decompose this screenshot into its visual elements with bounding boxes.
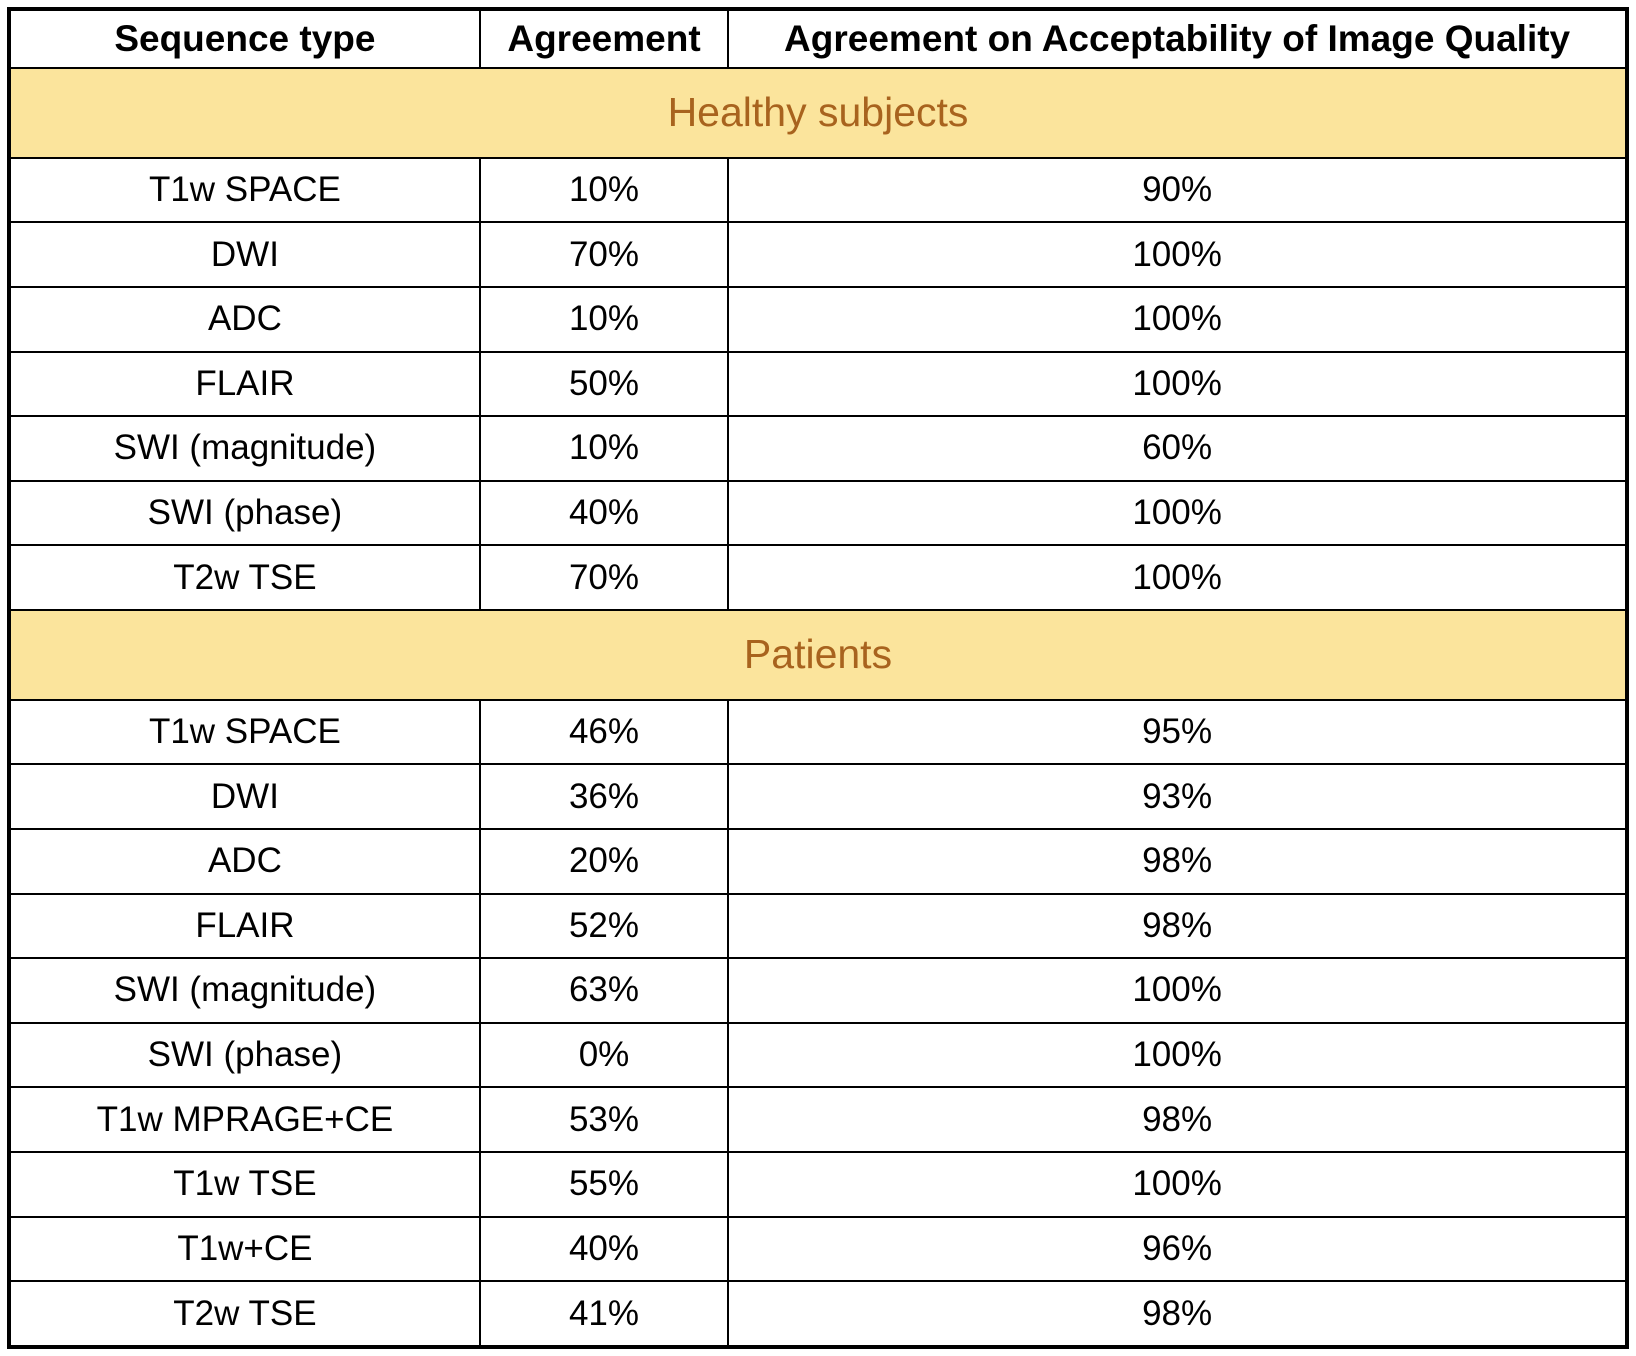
agreement-cell: 70%: [478, 221, 730, 288]
acceptability-cell: 100%: [727, 285, 1628, 353]
agreement-cell: 10%: [478, 285, 730, 353]
agreement-cell: 40%: [478, 1215, 730, 1283]
acceptability-cell: 100%: [727, 1021, 1628, 1089]
acceptability-cell: 90%: [727, 156, 1628, 224]
agreement-cell: 0%: [478, 1021, 730, 1089]
sequence-cell: FLAIR: [8, 350, 481, 418]
column-header-sequence-type: Sequence type: [8, 8, 481, 69]
acceptability-cell: 98%: [727, 1086, 1628, 1154]
acceptability-cell: 60%: [727, 415, 1628, 482]
agreement-cell: 46%: [478, 698, 730, 766]
section-header-healthy-subjects: Healthy subjects: [9, 67, 1627, 159]
acceptability-cell: 100%: [727, 544, 1628, 612]
agreement-cell: 70%: [478, 544, 730, 612]
agreement-cell: 55%: [478, 1151, 730, 1218]
agreement-cell: 53%: [478, 1086, 730, 1154]
sequence-cell: DWI: [8, 763, 481, 830]
sequence-cell: SWI (magnitude): [8, 957, 481, 1024]
agreement-cell: 52%: [478, 892, 730, 960]
table-row: FLAIR 52% 98%: [8, 892, 1628, 960]
acceptability-cell: 100%: [727, 1151, 1628, 1218]
table-row: T1w TSE 55% 100%: [8, 1151, 1628, 1218]
agreement-cell: 10%: [478, 415, 730, 482]
table-row: T2w TSE 41% 98%: [8, 1280, 1628, 1348]
agreement-cell: 10%: [478, 156, 730, 224]
table-row: ADC 10% 100%: [8, 285, 1628, 353]
table-row: DWI 70% 100%: [8, 221, 1628, 288]
table-row: T2w TSE 70% 100%: [8, 544, 1628, 612]
table-row: ADC 20% 98%: [8, 827, 1628, 895]
acceptability-cell: 93%: [727, 763, 1628, 830]
acceptability-cell: 100%: [727, 479, 1628, 547]
sequence-cell: ADC: [8, 285, 481, 353]
sequence-cell: SWI (magnitude): [8, 415, 481, 482]
table-row: SWI (magnitude) 10% 60%: [8, 415, 1628, 482]
table-row: T1w SPACE 46% 95%: [8, 698, 1628, 766]
table-row: DWI 36% 93%: [8, 763, 1628, 830]
table-row: T1w+CE 40% 96%: [8, 1215, 1628, 1283]
table-row: SWI (magnitude) 63% 100%: [8, 957, 1628, 1024]
agreement-cell: 50%: [478, 350, 730, 418]
sequence-cell: T1w SPACE: [8, 698, 481, 766]
sequence-cell: ADC: [8, 827, 481, 895]
table-row: T1w MPRAGE+CE 53% 98%: [8, 1086, 1628, 1154]
agreement-cell: 40%: [478, 479, 730, 547]
acceptability-cell: 100%: [727, 221, 1628, 288]
sequence-cell: T1w MPRAGE+CE: [8, 1086, 481, 1154]
table-body: Healthy subjects T1w SPACE 10% 90% DWI 70% 100…: [8, 67, 1628, 1348]
sequence-cell: T1w+CE: [8, 1215, 481, 1283]
section-header-row: Patients: [9, 609, 1627, 701]
acceptability-cell: 98%: [727, 892, 1628, 960]
section-header-row: Healthy subjects: [9, 67, 1627, 159]
table-row: FLAIR 50% 100%: [8, 350, 1628, 418]
agreement-cell: 36%: [478, 763, 730, 830]
column-header-agreement: Agreement: [478, 8, 730, 69]
acceptability-cell: 100%: [727, 957, 1628, 1024]
table-row: SWI (phase) 0% 100%: [8, 1021, 1628, 1089]
acceptability-cell: 100%: [727, 350, 1628, 418]
table-row: SWI (phase) 40% 100%: [8, 479, 1628, 547]
agreement-cell: 63%: [478, 957, 730, 1024]
agreement-table: Sequence type Agreement Agreement on Acc…: [7, 7, 1629, 1349]
section-header-patients: Patients: [9, 609, 1627, 701]
sequence-cell: FLAIR: [8, 892, 481, 960]
acceptability-cell: 95%: [727, 698, 1628, 766]
sequence-cell: SWI (phase): [8, 479, 481, 547]
sequence-cell: T2w TSE: [8, 1280, 481, 1348]
sequence-cell: T1w SPACE: [8, 156, 481, 224]
acceptability-cell: 98%: [727, 1280, 1628, 1348]
agreement-cell: 41%: [478, 1280, 730, 1348]
sequence-cell: DWI: [8, 221, 481, 288]
acceptability-cell: 96%: [727, 1215, 1628, 1283]
agreement-cell: 20%: [478, 827, 730, 895]
acceptability-cell: 98%: [727, 827, 1628, 895]
sequence-cell: SWI (phase): [8, 1021, 481, 1089]
sequence-cell: T1w TSE: [8, 1151, 481, 1218]
table-header-row: Sequence type Agreement Agreement on Acc…: [8, 8, 1628, 69]
column-header-acceptability: Agreement on Acceptability of Image Qual…: [727, 8, 1628, 69]
table-row: T1w SPACE 10% 90%: [8, 156, 1628, 224]
sequence-cell: T2w TSE: [8, 544, 481, 612]
